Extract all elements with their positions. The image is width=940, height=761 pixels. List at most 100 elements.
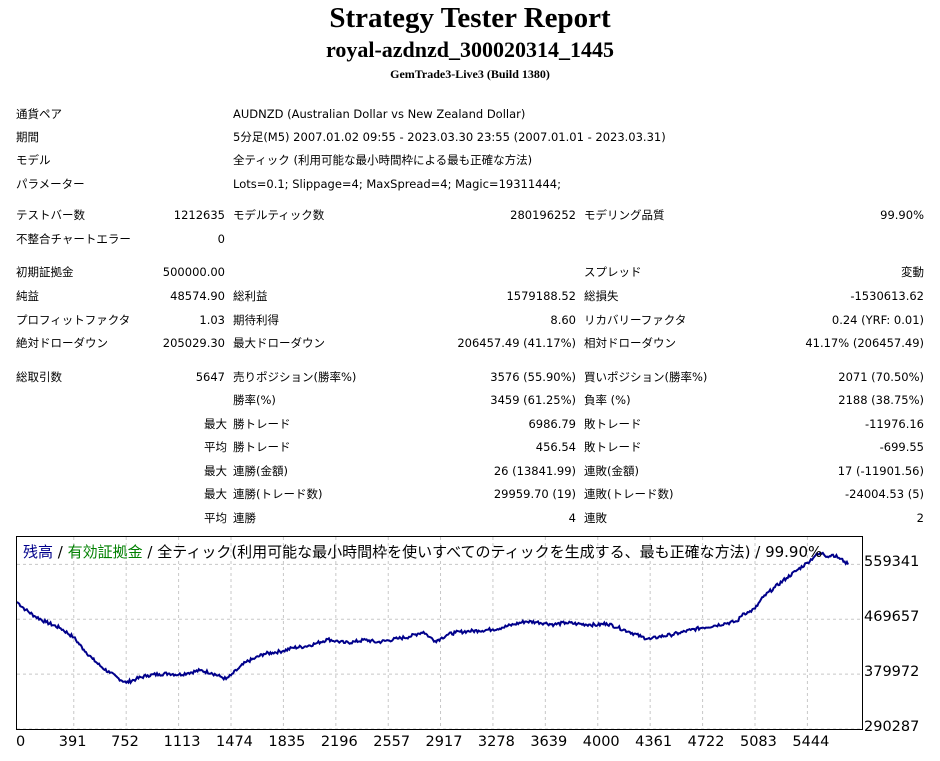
max-prefix-2: 最大 <box>204 464 227 478</box>
report-subtitle: royal-azdnzd_300020314_1445 <box>325 37 615 62</box>
max-dd-label: 最大ドローダウン <box>233 336 325 350</box>
avg-win-label: 勝トレード <box>233 440 291 454</box>
avg-loss-value: -699.55 <box>879 440 924 454</box>
recovery-value: 0.24 (YRF: 0.01) <box>831 313 924 327</box>
pf-label: プロフィットファクタ <box>16 313 131 327</box>
x-tick-label: 5083 <box>739 734 777 750</box>
bars-value: 1212635 <box>173 208 225 222</box>
pf-value: 1.03 <box>199 313 225 327</box>
x-tick-label: 2917 <box>425 734 463 750</box>
avg-loss-label: 敗トレード <box>584 440 642 454</box>
max-cons-wins-value: 26 (13841.99) <box>493 464 576 478</box>
gross-profit-value: 1579188.52 <box>506 289 576 303</box>
x-tick-label: 1113 <box>163 734 201 750</box>
win-pct-value: 3459 (61.25%) <box>490 393 576 407</box>
x-tick-label: 1474 <box>216 734 253 750</box>
max-dd-value: 206457.49 (41.17%) <box>457 336 576 350</box>
quality-value: 99.90% <box>880 208 924 222</box>
loss-pct-label: 負率 (%) <box>584 393 631 407</box>
legend-equity: 有効証拠金 <box>67 543 143 561</box>
long-label: 買いポジション(勝率%) <box>584 370 708 384</box>
largest-loss-label: 敗トレード <box>584 417 642 431</box>
avg-prefix: 平均 <box>204 440 227 454</box>
abs-dd-label: 絶対ドローダウン <box>16 336 108 350</box>
max-cons-loss-label: 連敗(トレード数) <box>584 487 674 501</box>
chart-legend: 残高 / 有効証拠金 / 全ティック(利用可能な最小時間枠を使いすべてのティック… <box>23 541 822 562</box>
short-label: 売りポジション(勝率%) <box>233 370 357 384</box>
x-tick-label: 4722 <box>687 734 725 750</box>
spread-value: 変動 <box>901 265 924 279</box>
ticks-label: モデルティック数 <box>233 208 325 222</box>
payoff-value: 8.60 <box>550 313 576 327</box>
period-label: 期間 <box>16 130 39 144</box>
avg-prefix-2: 平均 <box>204 511 227 525</box>
legend-sep: / <box>53 543 68 561</box>
net-value: 48574.90 <box>170 289 225 303</box>
x-tick-label: 3278 <box>477 734 515 750</box>
legend-balance: 残高 <box>23 543 54 561</box>
avg-cons-losses-label: 連敗 <box>584 511 607 525</box>
params-label: パラメーター <box>16 177 85 191</box>
period-value: 5分足(M5) 2007.01.02 09:55 - 2023.03.30 23… <box>233 130 666 144</box>
gross-loss-value: -1530613.62 <box>850 289 924 303</box>
largest-loss-value: -11976.16 <box>864 417 924 431</box>
balance-series-line <box>17 551 850 685</box>
build-info: GemTrade3-Live3 (Build 1380) <box>390 67 550 81</box>
x-tick-label: 0 <box>16 734 26 750</box>
legend-rest: / 全ティック(利用可能な最小時間枠を使いすべてのティックを生成する、最も正確な… <box>142 543 823 561</box>
short-value: 3576 (55.90%) <box>490 370 576 384</box>
recovery-label: リカバリーファクタ <box>584 313 687 327</box>
x-tick-label: 752 <box>111 734 139 750</box>
params-value: Lots=0.1; Slippage=4; MaxSpread=4; Magic… <box>233 177 561 191</box>
model-value: 全ティック (利用可能な最小時間枠による最も正確な方法) <box>233 153 533 167</box>
max-cons-losses-value: 17 (-11901.56) <box>837 464 924 478</box>
max-cons-wins-label: 連勝(金額) <box>233 464 288 478</box>
spread-label: スプレッド <box>584 265 642 279</box>
avg-cons-wins-label: 連勝 <box>233 511 256 525</box>
model-label: モデル <box>16 153 51 167</box>
y-tick-label: 290287 <box>864 719 920 735</box>
balance-chart-svg <box>17 537 862 729</box>
max-cons-profit-label: 連勝(トレード数) <box>233 487 323 501</box>
x-tick-label: 4000 <box>582 734 620 750</box>
largest-win-value: 6986.79 <box>528 417 576 431</box>
pair-value: AUDNZD (Australian Dollar vs New Zealand… <box>233 107 526 121</box>
deposit-value: 500000.00 <box>162 265 225 279</box>
total-trades-value: 5647 <box>195 370 225 384</box>
win-pct-label: 勝率(%) <box>233 393 276 407</box>
ticks-value: 280196252 <box>510 208 576 222</box>
abs-dd-value: 205029.30 <box>162 336 225 350</box>
balance-chart: 残高 / 有効証拠金 / 全ティック(利用可能な最小時間枠を使いすべてのティック… <box>16 536 863 730</box>
x-tick-label: 2557 <box>373 734 411 750</box>
mismatch-value: 0 <box>217 232 225 246</box>
deposit-label: 初期証拠金 <box>16 265 74 279</box>
x-tick-label: 4361 <box>635 734 673 750</box>
avg-cons-wins-value: 4 <box>568 511 576 525</box>
max-cons-profit-value: 29959.70 (19) <box>493 487 576 501</box>
mismatch-label: 不整合チャートエラー <box>16 232 131 246</box>
avg-cons-losses-value: 2 <box>916 511 924 525</box>
gross-profit-label: 総利益 <box>233 289 268 303</box>
payoff-label: 期待利得 <box>233 313 279 327</box>
largest-win-label: 勝トレード <box>233 417 291 431</box>
x-tick-label: 2196 <box>320 734 358 750</box>
max-prefix-3: 最大 <box>204 487 227 501</box>
max-prefix: 最大 <box>204 417 227 431</box>
y-tick-label: 559341 <box>864 554 920 571</box>
pair-label: 通貨ペア <box>16 107 62 121</box>
x-tick-label: 5444 <box>792 734 830 750</box>
net-label: 純益 <box>16 289 39 303</box>
max-cons-loss-value: -24004.53 (5) <box>845 487 924 501</box>
x-tick-label: 3639 <box>530 734 568 750</box>
bars-label: テストバー数 <box>16 208 85 222</box>
report-title: Strategy Tester Report <box>329 2 611 34</box>
gross-loss-label: 総損失 <box>584 289 619 303</box>
loss-pct-value: 2188 (38.75%) <box>838 393 924 407</box>
x-tick-label: 1835 <box>268 734 306 750</box>
x-tick-label: 391 <box>58 734 87 750</box>
rel-dd-value: 41.17% (206457.49) <box>805 336 924 350</box>
rel-dd-label: 相対ドローダウン <box>584 336 676 350</box>
quality-label: モデリング品質 <box>584 208 665 222</box>
total-trades-label: 総取引数 <box>16 370 62 384</box>
y-tick-label: 469657 <box>864 609 920 626</box>
